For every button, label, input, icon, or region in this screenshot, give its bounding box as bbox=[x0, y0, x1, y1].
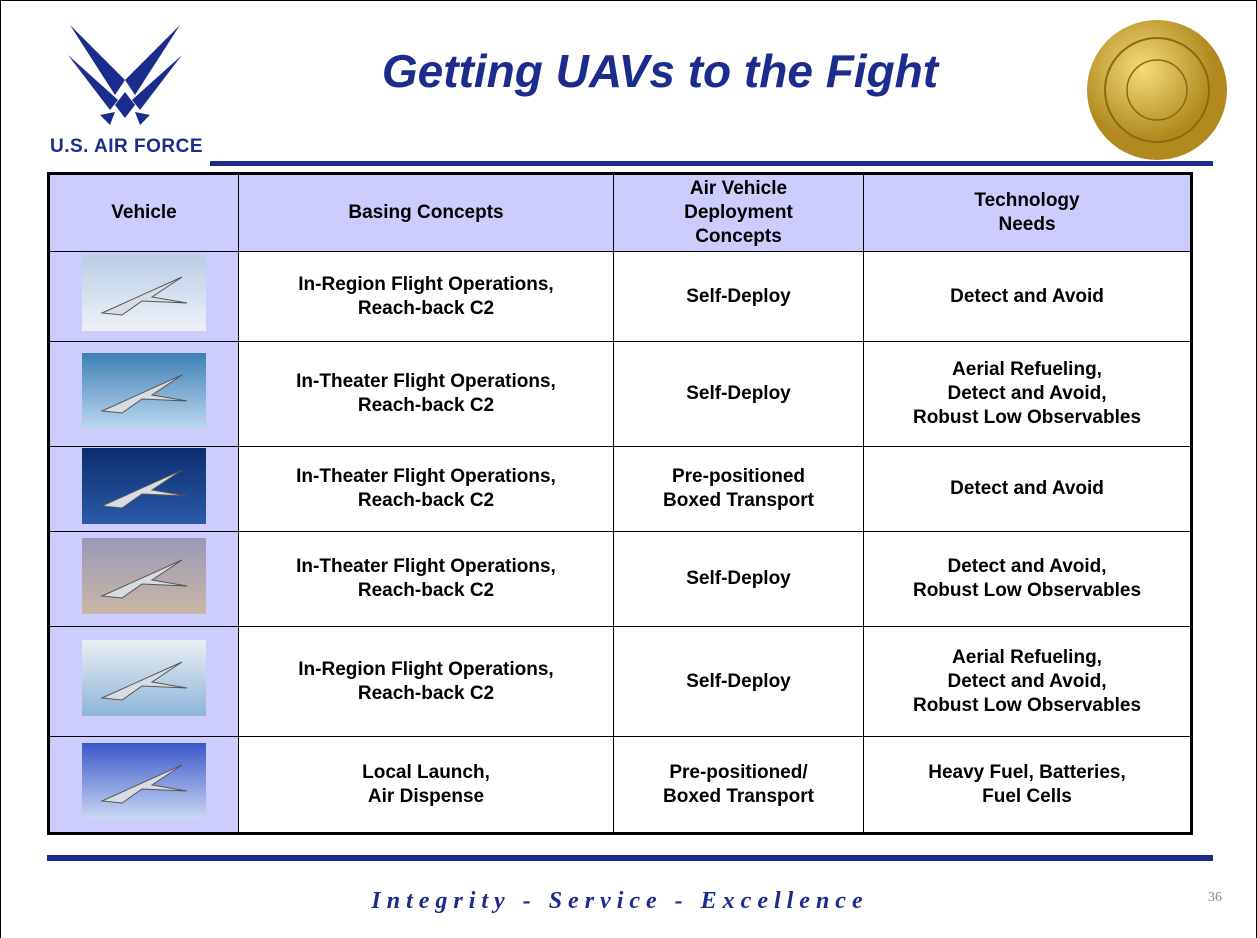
cell-line: Robust Low Observables bbox=[912, 694, 1142, 716]
cell-line: Reach-back C2 bbox=[357, 682, 495, 704]
cell-line: Reach-back C2 bbox=[357, 490, 495, 511]
cell-line: Self-Deploy bbox=[686, 383, 791, 404]
vehicle-image bbox=[82, 352, 206, 429]
cell-line: Concepts bbox=[695, 226, 782, 247]
table-row: In-Theater Flight Operations, Reach-back … bbox=[48, 341, 1192, 447]
cell-line: Detect and Avoid bbox=[950, 478, 1104, 499]
column-header: Basing Concepts bbox=[238, 173, 614, 252]
vehicle-image bbox=[82, 743, 206, 819]
cell-line: In-Theater Flight Operations, bbox=[296, 371, 556, 392]
vehicle-image bbox=[82, 640, 206, 716]
cell-line: In-Region Flight Operations, bbox=[298, 658, 554, 680]
cell-line: Detect and Avoid, bbox=[947, 556, 1107, 577]
vehicle-cell bbox=[48, 446, 239, 532]
table-cell: Detect and Avoid bbox=[863, 446, 1192, 532]
cell-line: In-Theater Flight Operations, bbox=[296, 556, 556, 577]
cell-line: Fuel Cells bbox=[982, 785, 1072, 807]
cell-line: Air Dispense bbox=[367, 785, 485, 807]
table-cell: Self-Deploy bbox=[613, 341, 864, 447]
vehicle-cell bbox=[48, 626, 239, 737]
vehicle-cell bbox=[48, 736, 239, 834]
cell-line: Robust Low Observables bbox=[912, 580, 1142, 601]
table-row: In-Region Flight Operations, Reach-back C… bbox=[48, 626, 1192, 737]
divider bbox=[47, 855, 1213, 861]
table-cell: Detect and Avoid bbox=[863, 251, 1192, 342]
table-cell: Aerial Refueling, Detect and Avoid, Robust… bbox=[863, 341, 1192, 447]
motto: Integrity - Service - Excellence bbox=[371, 888, 869, 914]
cell-line: Boxed Transport bbox=[663, 490, 814, 511]
table-cell: Pre-positioned Boxed Transport bbox=[613, 446, 864, 532]
cell-line: Air Vehicle bbox=[689, 178, 788, 199]
cell-line: Pre-positioned bbox=[671, 466, 805, 487]
vehicle-image bbox=[82, 537, 206, 614]
table-cell: Local Launch, Air Dispense bbox=[238, 736, 614, 834]
table: Vehicle Basing Concepts Air Vehicle Deploym… bbox=[47, 172, 1193, 835]
column-header: Air Vehicle Deployment Concepts bbox=[613, 173, 864, 252]
cell-line: Aerial Refueling, bbox=[952, 359, 1102, 380]
table-cell: In-Theater Flight Operations, Reach-back … bbox=[238, 446, 614, 532]
cell-line: Reach-back C2 bbox=[357, 297, 495, 319]
cell-line: Reach-back C2 bbox=[357, 580, 495, 601]
cell-line: Aerial Refueling, bbox=[952, 646, 1102, 668]
table-row: In-Theater Flight Operations, Reach-back … bbox=[48, 446, 1192, 532]
table-cell: Self-Deploy bbox=[613, 531, 864, 627]
af-logo bbox=[68, 25, 182, 125]
column-header: Technology Needs bbox=[863, 173, 1192, 252]
table-cell: Pre-positioned/Boxed Transport bbox=[613, 736, 864, 834]
logo-text: U.S. AIR FORCE bbox=[50, 136, 204, 157]
table-cell: In-Region Flight Operations, Reach-back C… bbox=[238, 626, 614, 737]
title: Getting UAVs to the Fight bbox=[381, 45, 939, 97]
header-row: Vehicle Basing Concepts Air Vehicle Deploym… bbox=[48, 173, 1192, 252]
seal bbox=[1087, 20, 1227, 160]
cell-line: Reach-back C2 bbox=[357, 395, 495, 416]
page-number: 36 bbox=[1208, 890, 1222, 905]
table-cell: Self-Deploy bbox=[613, 626, 864, 737]
cell-line: Basing Concepts bbox=[348, 202, 504, 223]
cell-line: Local Launch, bbox=[362, 761, 490, 783]
cell-line: Needs bbox=[998, 214, 1056, 235]
cell-line: Deployment bbox=[684, 202, 793, 223]
vehicle-cell bbox=[48, 531, 239, 627]
cell-line: In-Region Flight Operations, bbox=[298, 273, 554, 295]
table-cell: In-Region Flight Operations, Reach-back C… bbox=[238, 251, 614, 342]
cell-line: In-Theater Flight Operations, bbox=[296, 466, 556, 487]
cell-line: Detect and Avoid, bbox=[947, 383, 1107, 404]
table-cell: Heavy Fuel, Batteries, Fuel Cells bbox=[863, 736, 1192, 834]
vehicle-image bbox=[82, 255, 206, 331]
cell-line: Technology bbox=[974, 190, 1080, 211]
vehicle-cell bbox=[48, 341, 239, 447]
table-row: In-Theater Flight Operations, Reach-back … bbox=[48, 531, 1192, 627]
table-row: Local Launch, Air Dispense Pre-positioned/… bbox=[48, 736, 1192, 834]
cell-line: Self-Deploy bbox=[686, 568, 791, 589]
cell-line: Robust Low Observables bbox=[912, 407, 1142, 428]
column-header: Vehicle bbox=[48, 173, 239, 252]
table-cell: Self-Deploy bbox=[613, 251, 864, 342]
cell-line: Boxed Transport bbox=[663, 785, 814, 807]
cell-line: Self-Deploy bbox=[686, 285, 791, 307]
divider bbox=[210, 161, 1213, 166]
table-row: In-Region Flight Operations, Reach-back C… bbox=[48, 251, 1192, 342]
cell-line: Detect and Avoid bbox=[950, 285, 1104, 307]
cell-line: Heavy Fuel, Batteries, bbox=[928, 761, 1126, 783]
vehicle-image bbox=[82, 447, 206, 524]
cell-line: Self-Deploy bbox=[686, 670, 791, 692]
cell-line: Detect and Avoid, bbox=[947, 670, 1107, 692]
table-cell: Detect and Avoid, Robust Low Observables bbox=[863, 531, 1192, 627]
table-cell: Aerial Refueling, Detect and Avoid, Robust… bbox=[863, 626, 1192, 737]
cell-line: Pre-positioned/ bbox=[669, 761, 808, 783]
table-cell: In-Theater Flight Operations, Reach-back … bbox=[238, 531, 614, 627]
cell-line: Vehicle bbox=[111, 202, 177, 223]
vehicle-cell bbox=[48, 251, 239, 342]
table-cell: In-Theater Flight Operations, Reach-back … bbox=[238, 341, 614, 447]
